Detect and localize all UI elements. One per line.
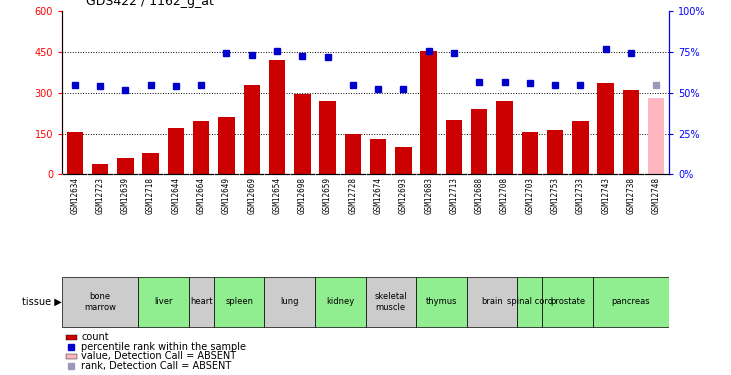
Bar [597,83,614,174]
Bar [294,94,311,174]
Bar [67,132,83,174]
Bar [92,164,108,174]
Bar [496,101,512,174]
Bar [265,277,315,327]
Text: GSM12718: GSM12718 [146,177,155,214]
Text: liver: liver [154,297,173,306]
Bar [466,277,518,327]
Text: GSM12669: GSM12669 [247,177,257,214]
Text: spinal cord: spinal cord [507,297,553,306]
Text: GSM12639: GSM12639 [121,177,130,214]
Text: GSM12664: GSM12664 [197,177,205,214]
Bar [572,122,588,174]
Text: rank, Detection Call = ABSENT: rank, Detection Call = ABSENT [81,361,232,371]
Text: GSM12748: GSM12748 [652,177,661,214]
Text: GSM12753: GSM12753 [550,177,560,214]
Text: GSM12683: GSM12683 [424,177,433,214]
Text: kidney: kidney [326,297,355,306]
Bar [117,158,134,174]
Bar [420,51,437,174]
Text: GSM12634: GSM12634 [70,177,79,214]
Bar [522,132,538,174]
Bar [143,153,159,174]
Bar [269,60,285,174]
Text: GSM12743: GSM12743 [601,177,610,214]
Text: GSM12654: GSM12654 [273,177,281,214]
Bar [62,277,138,327]
Text: GSM12698: GSM12698 [298,177,307,214]
Text: GSM12674: GSM12674 [374,177,382,214]
Bar [243,85,260,174]
Text: tissue ▶: tissue ▶ [23,297,62,307]
Bar [446,120,462,174]
Text: GSM12708: GSM12708 [500,177,509,214]
Bar [167,128,184,174]
Bar [648,98,664,174]
Bar [416,277,466,327]
Bar [213,277,265,327]
Bar [542,277,593,327]
Text: spleen: spleen [225,297,253,306]
Text: GSM12703: GSM12703 [526,177,534,214]
Bar [518,277,542,327]
Bar [344,134,361,174]
Bar [547,129,564,174]
Bar [395,147,412,174]
Bar [67,354,77,359]
Text: lung: lung [281,297,299,306]
Bar [189,277,213,327]
Text: pancreas: pancreas [612,297,651,306]
Bar [193,122,209,174]
Bar [623,90,639,174]
Text: percentile rank within the sample: percentile rank within the sample [81,342,246,352]
Bar [370,139,387,174]
Bar [138,277,189,327]
Bar [319,101,336,174]
Text: GSM12659: GSM12659 [323,177,332,214]
Bar [219,117,235,174]
Text: count: count [81,332,109,342]
Text: GSM12649: GSM12649 [222,177,231,214]
Text: GSM12713: GSM12713 [450,177,458,214]
Bar [67,335,77,340]
Text: GSM12738: GSM12738 [626,177,635,214]
Text: GSM12723: GSM12723 [96,177,105,214]
Text: GSM12688: GSM12688 [474,177,484,214]
Bar [471,109,488,174]
Bar [315,277,366,327]
Text: GSM12644: GSM12644 [171,177,181,214]
Text: GSM12733: GSM12733 [576,177,585,214]
Text: skeletal
muscle: skeletal muscle [374,292,407,312]
Text: heart: heart [190,297,213,306]
Text: GSM12728: GSM12728 [349,177,357,214]
Text: prostate: prostate [550,297,586,306]
Text: GSM12693: GSM12693 [399,177,408,214]
Text: brain: brain [481,297,503,306]
Text: bone
marrow: bone marrow [84,292,116,312]
Text: GDS422 / 1162_g_at: GDS422 / 1162_g_at [86,0,214,8]
Bar [366,277,416,327]
Bar [593,277,669,327]
Text: value, Detection Call = ABSENT: value, Detection Call = ABSENT [81,351,236,361]
Text: thymus: thymus [425,297,457,306]
